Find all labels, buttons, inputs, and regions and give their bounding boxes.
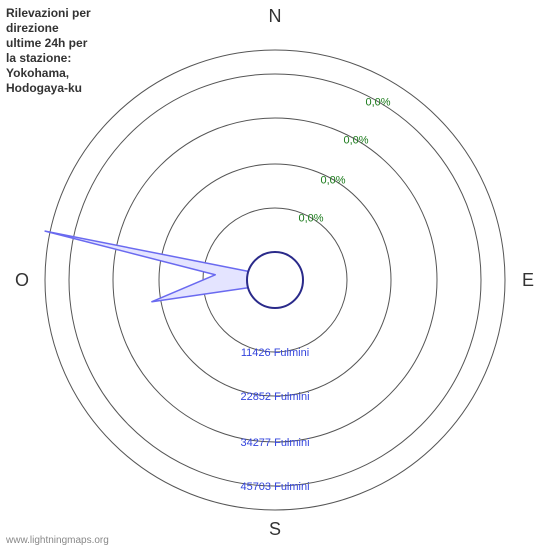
- count-ring-label: 11426 Fulmini: [241, 347, 309, 359]
- count-ring-label: 45703 Fulmini: [240, 481, 309, 493]
- count-ring-label: 22852 Fulmini: [240, 391, 309, 403]
- percent-ring-label: 0,0%: [343, 135, 368, 147]
- cardinal-label: E: [522, 270, 534, 290]
- count-ring-label: 34277 Fulmini: [240, 437, 309, 449]
- cardinal-label: S: [269, 519, 281, 539]
- percent-ring-label: 0,0%: [365, 97, 390, 109]
- cardinal-label: N: [269, 6, 282, 26]
- direction-spike: [45, 231, 248, 302]
- polar-chart: N E S O 0,0% 0,0% 0,0% 0,0% 11426 Fulmini 22852 …: [0, 0, 550, 550]
- inner-ring: [247, 252, 303, 308]
- percent-ring-label: 0,0%: [320, 175, 345, 187]
- percent-ring-label: 0,0%: [298, 213, 323, 225]
- cardinal-label: O: [15, 270, 29, 290]
